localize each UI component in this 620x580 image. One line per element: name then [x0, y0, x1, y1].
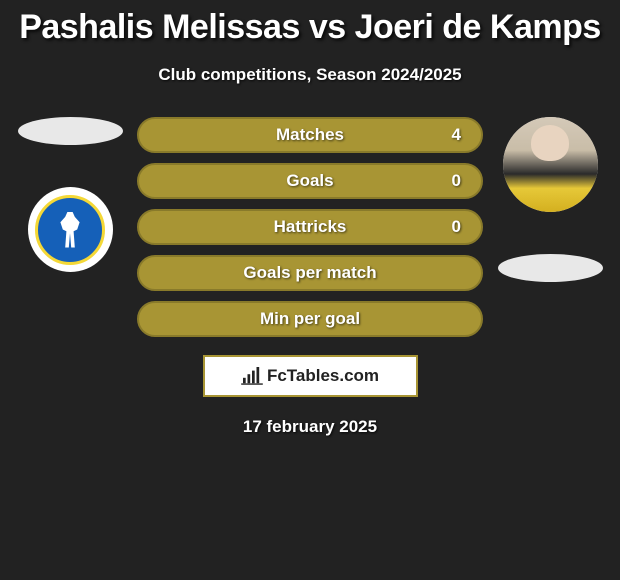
date-line: 17 february 2025: [0, 417, 620, 437]
comparison-row: Matches 4 Goals 0 Hattricks 0 Goals per …: [0, 117, 620, 337]
stat-row-goals: Goals 0: [137, 163, 483, 199]
stats-column: Matches 4 Goals 0 Hattricks 0 Goals per …: [137, 117, 483, 337]
right-player-avatar: [503, 117, 598, 212]
chart-icon: [241, 367, 263, 385]
stat-label: Matches: [276, 125, 344, 145]
source-logo[interactable]: FcTables.com: [203, 355, 418, 397]
page-title: Pashalis Melissas vs Joeri de Kamps: [0, 8, 620, 47]
right-club-badge-placeholder: [498, 254, 603, 282]
club-badge-icon: [35, 195, 105, 265]
subtitle: Club competitions, Season 2024/2025: [0, 65, 620, 85]
stat-row-goals-per-match: Goals per match: [137, 255, 483, 291]
right-player-column: [495, 117, 605, 282]
left-club-badge: [28, 187, 113, 272]
left-player-avatar-placeholder: [18, 117, 123, 145]
stat-value: 0: [452, 171, 461, 191]
left-player-column: [15, 117, 125, 272]
stat-label: Goals per match: [243, 263, 376, 283]
player-photo-icon: [503, 117, 598, 212]
stat-value: 4: [452, 125, 461, 145]
stat-label: Goals: [286, 171, 333, 191]
stat-row-min-per-goal: Min per goal: [137, 301, 483, 337]
stat-row-matches: Matches 4: [137, 117, 483, 153]
source-logo-text: FcTables.com: [267, 366, 379, 386]
stat-label: Min per goal: [260, 309, 360, 329]
stat-label: Hattricks: [274, 217, 347, 237]
stat-row-hattricks: Hattricks 0: [137, 209, 483, 245]
stat-value: 0: [452, 217, 461, 237]
